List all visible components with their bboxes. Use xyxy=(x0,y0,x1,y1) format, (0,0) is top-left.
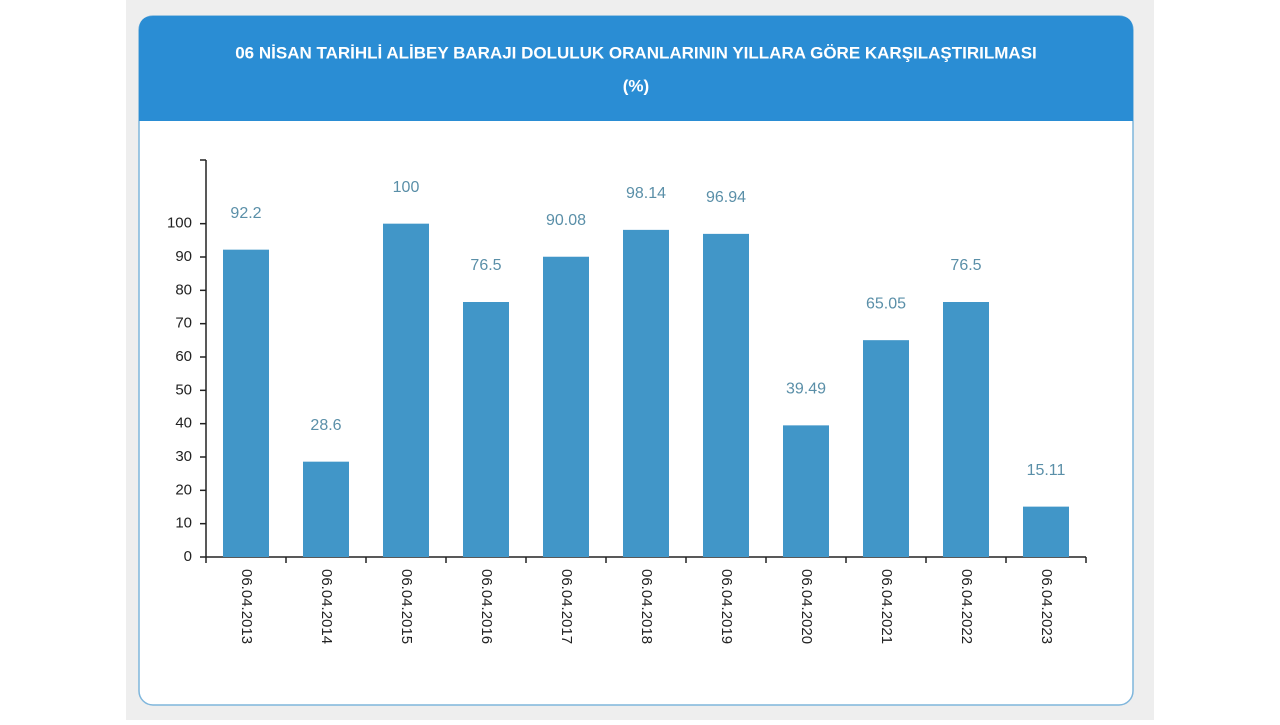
y-tick-label: 70 xyxy=(175,315,192,332)
x-tick-label: 06.04.2022 xyxy=(958,569,975,644)
value-label: 15.11 xyxy=(1027,462,1066,479)
y-tick-label: 50 xyxy=(175,381,192,398)
y-tick-label: 80 xyxy=(175,281,192,298)
x-tick-label: 06.04.2016 xyxy=(478,569,495,644)
y-tick-label: 40 xyxy=(175,415,192,432)
x-tick-label: 06.04.2017 xyxy=(558,569,575,644)
header xyxy=(139,16,1133,121)
bar xyxy=(303,461,349,557)
y-tick-label: 20 xyxy=(175,481,192,498)
value-label: 65.05 xyxy=(866,295,906,312)
y-tick-label: 60 xyxy=(175,348,192,365)
bar xyxy=(943,302,989,557)
value-label: 96.94 xyxy=(706,189,746,206)
x-tick-label: 06.04.2014 xyxy=(318,569,335,644)
x-tick-label: 06.04.2013 xyxy=(238,569,255,644)
x-tick-label: 06.04.2020 xyxy=(798,569,815,644)
value-label: 76.5 xyxy=(950,257,981,274)
x-tick-label: 06.04.2019 xyxy=(718,569,735,644)
bar xyxy=(1023,506,1069,557)
y-tick-label: 10 xyxy=(175,515,192,532)
chart-title: 06 NİSAN TARİHLİ ALİBEY BARAJI DOLULUK O… xyxy=(235,43,1037,62)
value-label: 39.49 xyxy=(786,381,826,398)
value-label: 92.2 xyxy=(230,205,261,222)
x-tick-label: 06.04.2018 xyxy=(638,569,655,644)
value-label: 98.14 xyxy=(626,185,666,202)
bar xyxy=(543,256,589,557)
bar xyxy=(623,229,669,557)
x-tick-label: 06.04.2023 xyxy=(1038,569,1055,644)
bar xyxy=(863,340,909,557)
y-tick-label: 30 xyxy=(175,448,192,465)
bar xyxy=(383,223,429,557)
bar xyxy=(703,233,749,557)
bar xyxy=(223,249,269,557)
bar xyxy=(463,302,509,557)
value-label: 100 xyxy=(393,179,420,196)
y-tick-label: 90 xyxy=(175,248,192,265)
chart-subtitle: (%) xyxy=(623,76,649,95)
bar xyxy=(783,425,829,557)
value-label: 90.08 xyxy=(546,212,586,229)
y-tick-label: 100 xyxy=(167,215,192,232)
y-tick-label: 0 xyxy=(184,548,192,565)
x-tick-label: 06.04.2021 xyxy=(878,569,895,644)
x-tick-label: 06.04.2015 xyxy=(398,569,415,644)
value-label: 76.5 xyxy=(470,257,501,274)
value-label: 28.6 xyxy=(310,417,341,434)
